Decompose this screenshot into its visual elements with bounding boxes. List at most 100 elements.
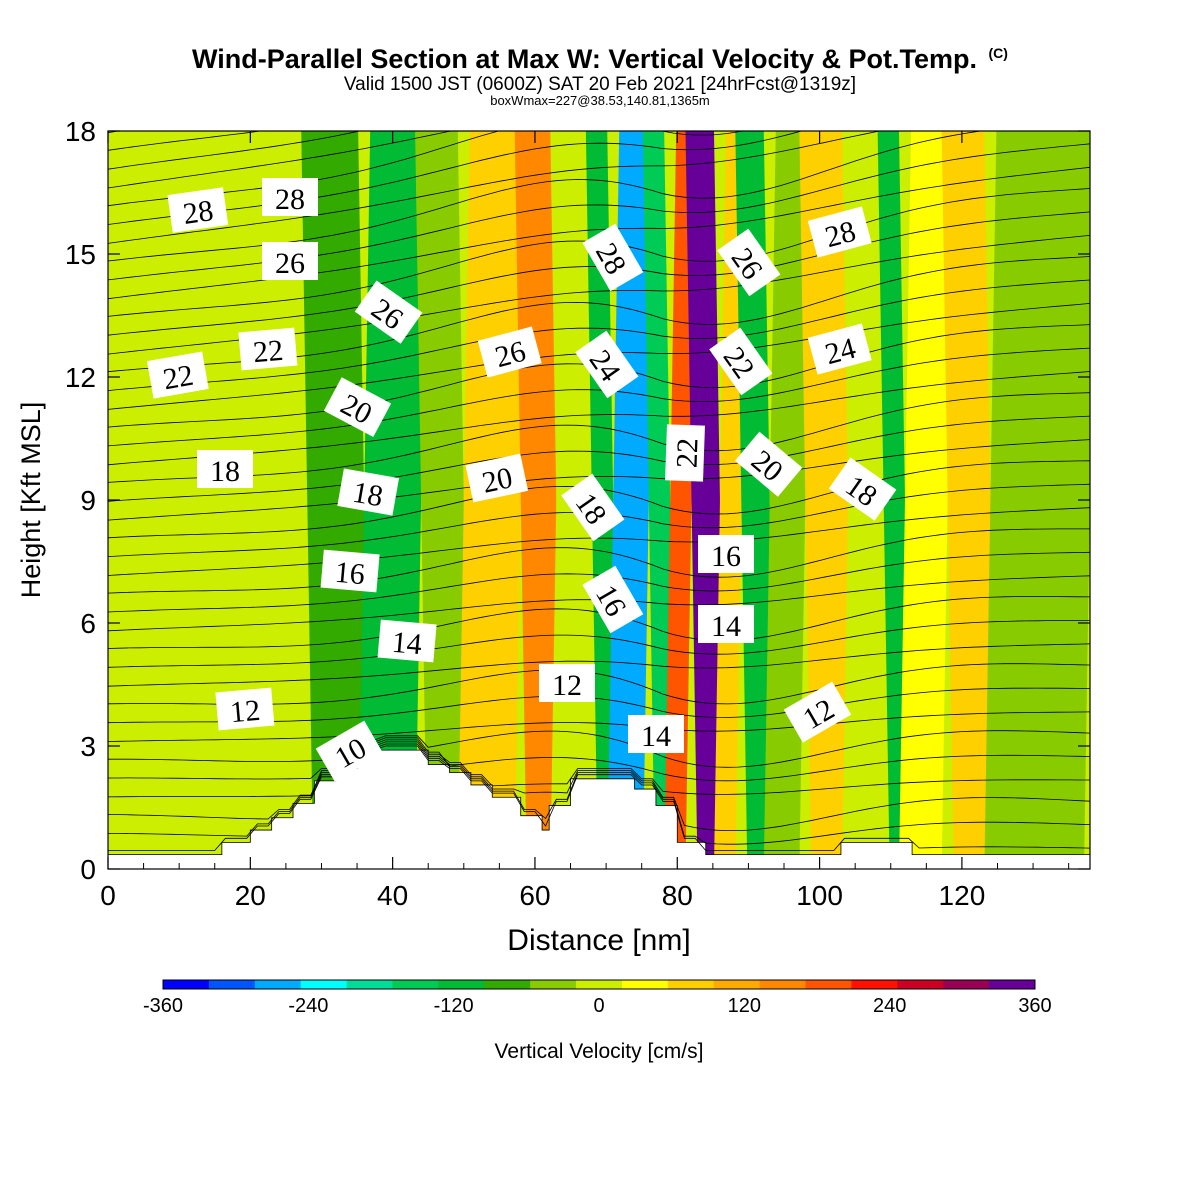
- velocity-band: [984, 131, 1090, 869]
- terrain-mask: [108, 749, 1090, 869]
- theta-label-text: 22: [161, 359, 196, 397]
- theta-label-text: 12: [229, 694, 262, 729]
- velocity-band: [898, 131, 954, 869]
- theta-label-text: 18: [210, 455, 240, 488]
- theta-label: 28: [807, 206, 872, 258]
- theta-contour: [108, 347, 1090, 447]
- colorbar-tick-label: 0: [593, 995, 604, 1017]
- theta-label: 14: [628, 715, 684, 753]
- theta-contour-labels: 28 28262622222018181614121026201228241816…: [146, 178, 897, 782]
- axes: 0 20 40 60 80 100 120 0 3 6 9 12 15 18 Distance [nm] He…: [16, 116, 1090, 957]
- velocity-band: [941, 131, 997, 869]
- theta-contour: [108, 507, 1090, 576]
- velocity-band: [735, 131, 776, 869]
- theta-label: 28: [167, 187, 229, 233]
- theta-label: 22: [665, 424, 705, 482]
- colorbar-swatch: [254, 980, 302, 989]
- theta-contour: [108, 131, 121, 134]
- theta-label-text: 14: [641, 720, 671, 753]
- theta-label: 26: [477, 326, 542, 378]
- theta-contour: [108, 743, 1090, 845]
- chart-subtitle-box: boxWmax=227@38.53,140.81,1365m: [490, 93, 710, 108]
- terrain: [108, 749, 1090, 869]
- x-tick-label: 60: [519, 880, 550, 911]
- theta-label-text: 20: [479, 461, 515, 500]
- theta-label: 28: [262, 178, 318, 216]
- x-tick-label: 20: [235, 880, 266, 911]
- velocity-band: [415, 131, 470, 869]
- theta-label-text: 12: [552, 669, 582, 702]
- theta-label: 22: [146, 351, 209, 399]
- y-tick-label: 12: [65, 362, 96, 393]
- x-tick-label: 40: [377, 880, 408, 911]
- theta-contour: [108, 131, 882, 244]
- velocity-band: [457, 131, 527, 869]
- chart-subtitle-valid: Valid 1500 JST (0600Z) SAT 20 Feb 2021 […: [343, 74, 857, 95]
- colorbar-swatch: [392, 980, 439, 989]
- theta-contour: [108, 741, 1090, 831]
- chart-title: Wind-Parallel Section at Max W: Vertical…: [192, 44, 1008, 74]
- theta-label-text: 18: [350, 476, 385, 514]
- x-tick-label: 80: [662, 880, 693, 911]
- colorbar-swatch: [163, 980, 210, 989]
- velocity-band: [301, 131, 371, 869]
- colorbar-tick-label: -240: [288, 995, 328, 1017]
- theta-label-text: 14: [711, 610, 741, 643]
- colorbar-swatch: [851, 980, 898, 989]
- colorbar-swatch: [667, 980, 715, 989]
- colorbar-swatch: [346, 980, 393, 989]
- colorbar-swatch: [805, 980, 852, 989]
- theta-contour: [108, 439, 1090, 521]
- theta-contour: [108, 730, 1090, 768]
- y-tick-label: 15: [65, 239, 96, 270]
- theta-label-text: 22: [252, 334, 285, 369]
- theta-label: 12: [783, 681, 852, 743]
- theta-label: 18: [197, 450, 253, 488]
- y-tick-label: 6: [80, 608, 96, 639]
- theta-contour: [108, 739, 1090, 798]
- colorbar-swatch: [897, 980, 944, 989]
- theta-label: 18: [561, 473, 625, 542]
- theta-label: 16: [320, 549, 380, 593]
- colorbar-tick-label: -120: [434, 995, 474, 1017]
- theta-label-text: 28: [275, 183, 305, 216]
- theta-contour: [108, 745, 1090, 851]
- theta-contour: [108, 131, 264, 151]
- y-axis-label: Height [Kft MSL]: [16, 402, 46, 599]
- theta-label: 24: [807, 323, 872, 375]
- theta-label: 20: [465, 453, 529, 503]
- colorbar-swatch: [759, 980, 807, 989]
- x-tick-label: 100: [796, 880, 843, 911]
- colorbar-swatch: [300, 980, 348, 989]
- theta-label-text: 16: [333, 556, 366, 591]
- theta-contour: [108, 528, 1090, 594]
- colorbar-tick-label: 360: [1018, 995, 1051, 1017]
- colorbar-tick-label: 240: [873, 995, 906, 1017]
- colorbar-swatch: [208, 980, 256, 989]
- colorbar-swatch: [989, 980, 1036, 989]
- colorbar-swatch: [713, 980, 761, 989]
- colorbar-tick-label: -360: [143, 995, 183, 1017]
- x-tick-label: 0: [100, 880, 116, 911]
- theta-label: 12: [215, 687, 275, 731]
- colorbar-tick-label: 120: [728, 995, 761, 1017]
- velocity-band: [763, 131, 812, 869]
- x-tick-label: 120: [939, 880, 986, 911]
- theta-label-text: 22: [670, 437, 704, 468]
- colorbar-swatch: [621, 980, 669, 989]
- theta-contour: [108, 371, 1090, 466]
- theta-contour: [108, 620, 1090, 668]
- theta-contour: [108, 279, 1090, 391]
- colorbar-swatch: [484, 980, 531, 989]
- colorbar-swatch: [530, 980, 577, 989]
- theta-label-text: 14: [390, 626, 423, 661]
- theta-contour: [108, 131, 453, 189]
- velocity-band: [607, 131, 655, 869]
- colorbar: -360 -240 -120 0 120 240 360 Vertical Velocity …: [143, 979, 1052, 1063]
- y-tick-label: 3: [80, 731, 96, 762]
- theta-label: 16: [698, 535, 754, 573]
- theta-contour: [108, 643, 1090, 687]
- theta-contour: [108, 711, 1090, 742]
- theta-label: 14: [377, 619, 437, 663]
